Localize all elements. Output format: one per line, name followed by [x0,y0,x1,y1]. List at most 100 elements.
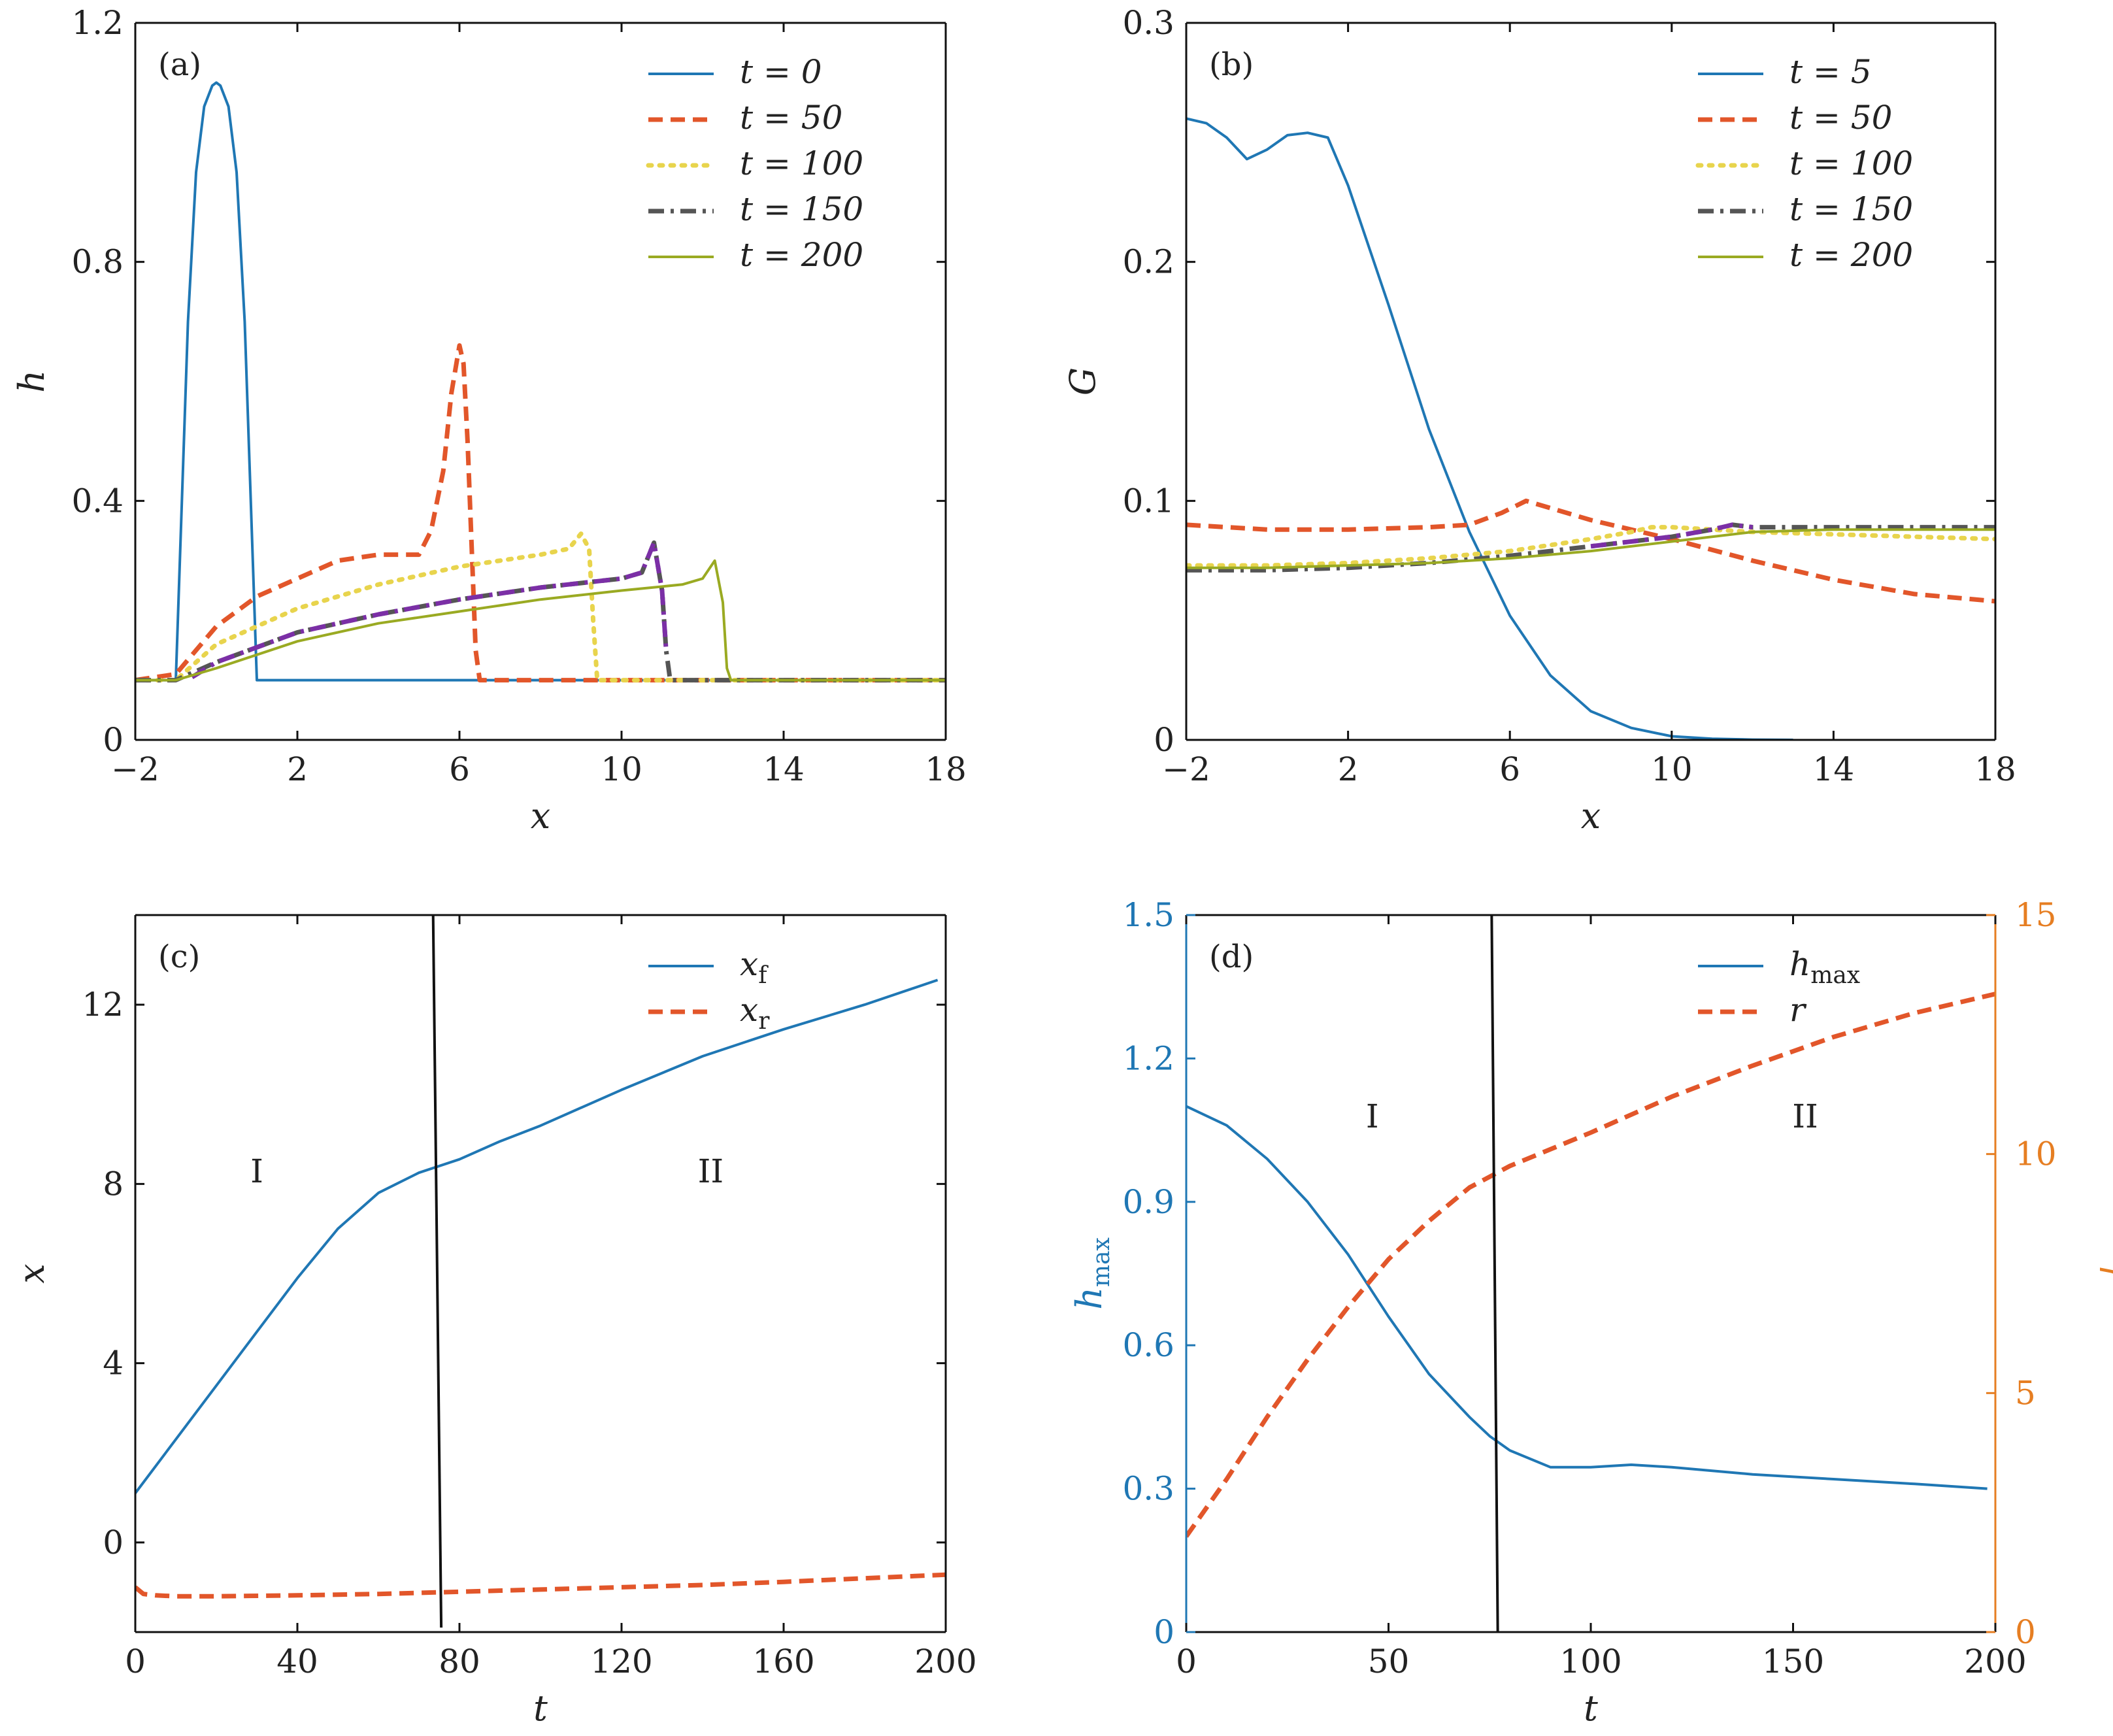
y-tick-label-d: 1.2 [1122,1039,1174,1077]
plot-area-d [1186,915,1995,1632]
y-tick-label-d: 1.5 [1122,896,1174,934]
x-tick-label-d: 50 [1368,1643,1410,1680]
x-tick-label-c: 40 [276,1643,318,1680]
x-tick-label-c: 120 [590,1643,652,1680]
x-tick-label-c: 0 [125,1643,146,1680]
legend-entry-a-3: t = 150 [740,190,863,228]
x-tick-label-d: 200 [1964,1643,2026,1680]
x-axis-label-c: t [533,1688,548,1729]
y-axis-label-b: G [1062,367,1103,395]
y-tick-label-c: 12 [82,986,124,1024]
x-axis-label-a: x [531,795,550,837]
x-tick-label-c: 160 [752,1643,814,1680]
series-line-b-0 [1186,117,1793,740]
x-tick-label-a: 18 [925,750,967,788]
legend-entry-c-1: xr [740,991,770,1035]
y-tick-label-right-d: 5 [2015,1374,2036,1412]
panel-label-b: (b) [1209,46,1254,83]
x-axis-label-d: t [1584,1688,1598,1729]
plot-area-b [1186,117,1995,740]
series-line-a-2 [135,531,946,683]
y-tick-label-a: 0 [103,721,124,759]
x-tick-label-b: 10 [1651,750,1693,788]
x-tick-label-a: −2 [111,750,159,788]
y-tick-label-c: 0 [103,1524,124,1561]
y-tick-label-b: 0.1 [1122,482,1174,520]
x-tick-label-a: 2 [287,750,308,788]
x-tick-label-b: 18 [1974,750,2016,788]
region-label-d-1: II [1792,1097,1818,1135]
region-divider-d [1490,915,1499,1632]
series-line-b-5 [1186,528,1995,569]
panel-label-d: (d) [1209,939,1254,975]
y-tick-label-a: 1.2 [71,4,124,42]
y-tick-label-right-d: 10 [2015,1135,2057,1173]
panel-a: −2 2 6 10 14 18 0 0.4 0.8 1.2 x h (a) t = 0 t = 50 t = … [11,4,967,837]
series-line-d-1 [1186,992,1995,1538]
y-tick-label-d: 0.9 [1122,1183,1174,1221]
series-line-a-0 [135,81,946,682]
legend-entry-a-4: t = 200 [740,236,863,274]
y-axis-label-a: h [11,370,52,393]
x-tick-label-b: 6 [1499,750,1520,788]
y-axis-label-right-d: r [2091,1265,2113,1284]
x-tick-label-b: 14 [1813,750,1855,788]
panel-b: −2 2 6 10 14 18 0 0.1 0.2 0.3 x G (b) t = 5 t = 50 t = … [1062,4,2016,837]
legend-entry-b-4: t = 200 [1789,236,1913,274]
x-tick-label-d: 150 [1762,1643,1824,1680]
legend-entry-d-0: hmax [1789,945,1860,989]
y-tick-label-right-d: 15 [2015,896,2057,934]
x-tick-label-c: 200 [914,1643,976,1680]
x-tick-label-a: 14 [763,750,805,788]
legend-entry-b-1: t = 50 [1789,99,1892,137]
panel-label-a: (a) [158,46,201,83]
y-tick-label-c: 4 [103,1344,124,1382]
series-line-b-2 [1186,525,1995,568]
y-tick-label-d: 0.3 [1122,1470,1174,1508]
region-label-c-0: I [250,1152,263,1190]
y-tick-label-b: 0.3 [1122,4,1174,42]
series-line-b-1 [1186,498,1995,604]
legend-entry-b-3: t = 150 [1789,190,1913,228]
x-tick-label-c: 80 [439,1643,480,1680]
x-tick-label-b: −2 [1162,750,1210,788]
x-tick-label-d: 0 [1176,1643,1197,1680]
y-tick-label-d: 0.6 [1122,1326,1174,1364]
y-tick-label-b: 0.2 [1122,243,1174,281]
series-line-c-1 [135,1572,946,1599]
y-axis-label-c: x [11,1263,52,1283]
x-tick-label-a: 6 [449,750,470,788]
y-tick-label-right-d: 0 [2015,1613,2036,1651]
series-line-c-0 [135,978,939,1494]
panel-label-c: (c) [158,939,200,975]
y-tick-label-a: 0.4 [71,482,124,520]
x-tick-label-d: 100 [1559,1643,1622,1680]
y-tick-label-b: 0 [1154,721,1174,759]
y-axis-label-d: hmax [1069,1237,1115,1310]
series-line-a-5 [135,559,946,682]
panel-d: I II0 50 100 150 20000.30.60.91.21.5051015thm… [1069,896,2113,1729]
region-label-d-0: I [1366,1097,1379,1135]
y-tick-label-c: 8 [103,1165,124,1203]
region-label-c-1: II [698,1152,724,1190]
plot-area-c [135,915,946,1628]
legend-entry-b-0: t = 5 [1789,53,1872,91]
legend-entry-a-1: t = 50 [740,99,842,137]
legend-entry-a-2: t = 100 [740,144,863,182]
series-line-d-0 [1186,1105,1988,1490]
series-line-b-4 [1590,522,1754,549]
plot-area-a [135,81,946,683]
series-line-a-3 [135,540,946,683]
series-line-a-4 [190,540,669,679]
y-tick-label-d: 0 [1154,1613,1174,1651]
region-divider-c [431,915,443,1628]
x-tick-label-a: 10 [601,750,642,788]
legend-entry-c-0: xf [740,945,769,989]
series-line-a-1 [135,343,946,683]
legend-entry-a-0: t = 0 [740,53,822,91]
x-tick-label-b: 2 [1338,750,1359,788]
x-axis-label-b: x [1581,795,1601,837]
legend-entry-b-2: t = 100 [1789,144,1913,182]
